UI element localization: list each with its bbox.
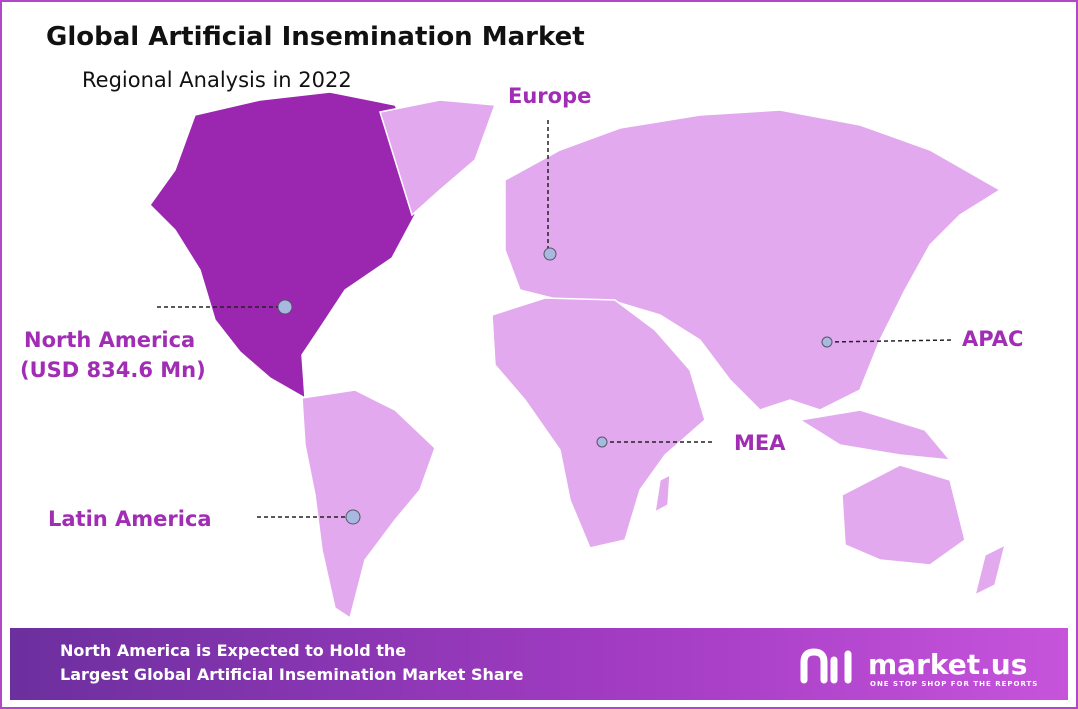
latin-america-marker bbox=[345, 509, 361, 525]
greenland bbox=[379, 99, 497, 217]
region-label: North America bbox=[24, 328, 195, 352]
new-zealand bbox=[973, 543, 1007, 597]
south-america bbox=[301, 389, 436, 620]
logo-tagline: ONE STOP SHOP FOR THE REPORTS bbox=[870, 680, 1038, 688]
australia bbox=[841, 464, 966, 566]
logo-name: market.us bbox=[868, 648, 1027, 681]
southeast-asia bbox=[797, 409, 952, 461]
africa bbox=[491, 297, 706, 549]
apac-marker bbox=[821, 336, 833, 348]
mea-marker bbox=[596, 436, 608, 448]
subtitle: Regional Analysis in 2022 bbox=[82, 68, 352, 92]
north-america bbox=[149, 91, 421, 400]
footer-text: North America is Expected to Hold the bbox=[60, 641, 406, 660]
footer-text: Largest Global Artificial Insemination M… bbox=[60, 665, 524, 684]
madagascar bbox=[654, 473, 671, 514]
title: Global Artificial Insemination Market bbox=[46, 22, 585, 52]
region-label: Europe bbox=[508, 84, 591, 108]
north-america-marker bbox=[277, 299, 293, 315]
region-label: Latin America bbox=[48, 507, 212, 531]
region-label: MEA bbox=[734, 431, 786, 455]
logo-icon bbox=[800, 648, 852, 684]
world-map bbox=[149, 91, 1007, 620]
markers bbox=[157, 120, 953, 525]
europe-marker bbox=[543, 247, 557, 261]
footer-band bbox=[10, 628, 1068, 700]
logo: market.us ONE STOP SHOP FOR THE REPORTS bbox=[800, 648, 1038, 688]
region-label: APAC bbox=[962, 327, 1023, 351]
region-value: (USD 834.6 Mn) bbox=[20, 358, 206, 382]
